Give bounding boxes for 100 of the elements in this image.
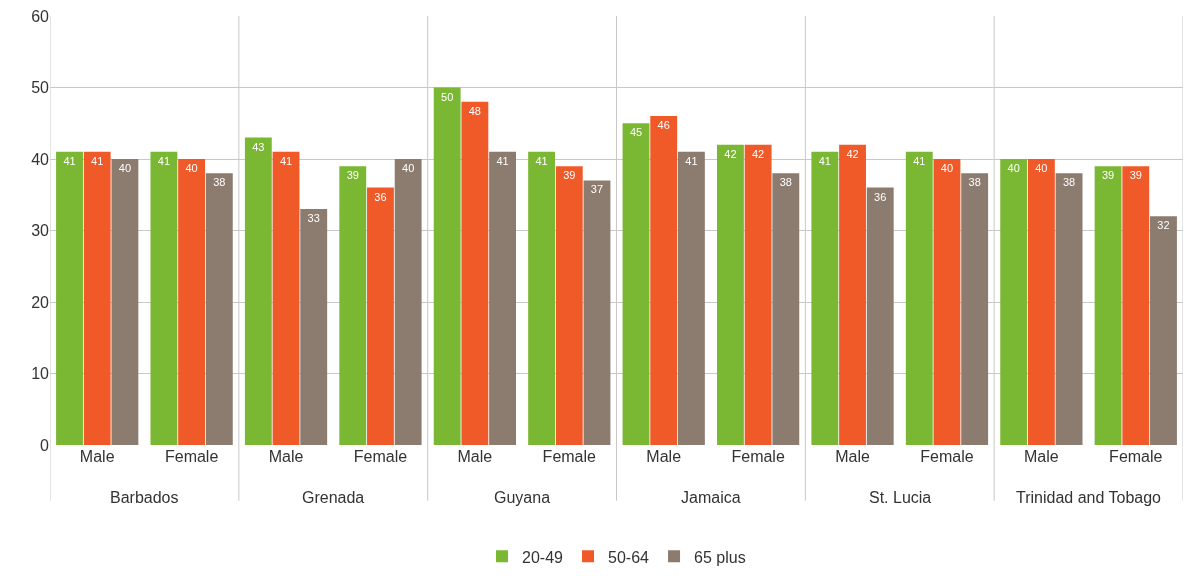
y-tick-label: 50 (31, 79, 50, 97)
y-tick-label: 40 (31, 150, 50, 168)
data-label: 40 (185, 162, 198, 174)
data-label: 37 (590, 183, 604, 196)
data-label: 41 (535, 154, 548, 167)
bar (1027, 159, 1055, 445)
text: Trinidad and Tobago (1016, 489, 1162, 506)
legend-label: 20-49 (522, 548, 564, 566)
x-tick-label: Male (646, 448, 682, 465)
y-tick-label: 0 (40, 436, 50, 454)
data-label: 40 (1007, 162, 1020, 174)
data-label: 41 (157, 154, 171, 167)
text: Guyana (494, 489, 551, 506)
bar (528, 151, 556, 445)
data-label: 39 (1129, 169, 1142, 182)
legend-label: 50-64 (608, 548, 650, 566)
y-tick-label: 30 (31, 222, 50, 240)
text: Grenada (302, 489, 365, 506)
x-tick-label: Female (1109, 448, 1163, 465)
data-label: 42 (846, 147, 859, 160)
bar (461, 101, 489, 445)
bar (367, 187, 394, 445)
bar (905, 151, 933, 445)
data-label: 41 (91, 154, 104, 167)
bar (433, 87, 461, 445)
x-tick-label: Female (731, 448, 785, 465)
bar (178, 159, 206, 445)
data-label: 46 (657, 119, 670, 132)
y-tick-label: 10 (31, 365, 50, 383)
bar (83, 151, 111, 445)
data-label: 40 (1035, 162, 1048, 174)
data-label: 41 (496, 154, 509, 167)
y-tick-label: 20 (31, 293, 50, 311)
text: Barbados (110, 489, 179, 506)
bar (1000, 159, 1028, 445)
bar (300, 209, 328, 445)
bar (811, 151, 839, 445)
data-label: 38 (1062, 176, 1076, 189)
x-tick-label: Female (164, 448, 219, 465)
data-label: 38 (968, 176, 981, 189)
x-tick-label: Male (79, 448, 115, 465)
data-label: 42 (752, 147, 765, 160)
bar (244, 137, 272, 445)
bar (744, 144, 772, 445)
bar (1122, 166, 1150, 445)
data-label: 39 (563, 169, 576, 182)
data-label: 41 (279, 154, 293, 167)
data-label: 41 (685, 154, 698, 167)
data-label: 39 (1101, 169, 1115, 182)
data-label: 32 (1157, 219, 1170, 232)
y-tick-label: 60 (31, 7, 50, 25)
bar (677, 151, 705, 445)
data-label: 38 (779, 176, 792, 189)
bar (339, 166, 367, 445)
bar (772, 173, 800, 445)
bar (394, 159, 422, 445)
x-tick-label: Male (835, 448, 870, 465)
data-label: 36 (374, 190, 387, 203)
x-tick-label: Male (457, 448, 493, 465)
text: St. Lucia (869, 489, 932, 506)
data-label: 50 (441, 90, 454, 103)
x-tick-label: Female (353, 448, 408, 465)
data-label: 38 (213, 176, 226, 189)
bar (555, 166, 583, 445)
bar (717, 144, 744, 445)
x-tick-label: Male (268, 448, 304, 465)
data-label: 48 (468, 104, 481, 117)
bar (56, 151, 83, 445)
data-label: 41 (818, 154, 831, 167)
x-tick-label: Female (920, 448, 974, 465)
bar (650, 116, 678, 445)
data-label: 41 (913, 154, 926, 167)
bar (1055, 173, 1083, 445)
bar (205, 173, 233, 445)
bar (839, 144, 866, 445)
data-label: 36 (874, 190, 887, 203)
data-label: 45 (629, 126, 643, 139)
bar (622, 123, 650, 445)
bar (961, 173, 989, 445)
bar (272, 151, 300, 445)
bar (489, 151, 516, 445)
text: Jamaica (681, 489, 741, 506)
bar (583, 180, 611, 445)
x-tick-label: Male (1024, 448, 1059, 465)
data-label: 39 (346, 169, 359, 182)
bar (1150, 216, 1177, 445)
bar (866, 187, 894, 445)
data-label: 40 (402, 162, 415, 174)
x-tick-label: Female (542, 448, 597, 465)
data-label: 42 (724, 147, 737, 160)
data-label: 40 (118, 162, 132, 174)
bar (150, 151, 178, 445)
data-label: 33 (307, 212, 320, 225)
legend-label: 65 plus (694, 548, 746, 566)
data-label: 40 (940, 162, 954, 174)
bar (111, 159, 139, 445)
bar (933, 159, 961, 445)
data-label: 41 (63, 154, 76, 167)
bar (1094, 166, 1122, 445)
data-label: 43 (252, 140, 265, 153)
